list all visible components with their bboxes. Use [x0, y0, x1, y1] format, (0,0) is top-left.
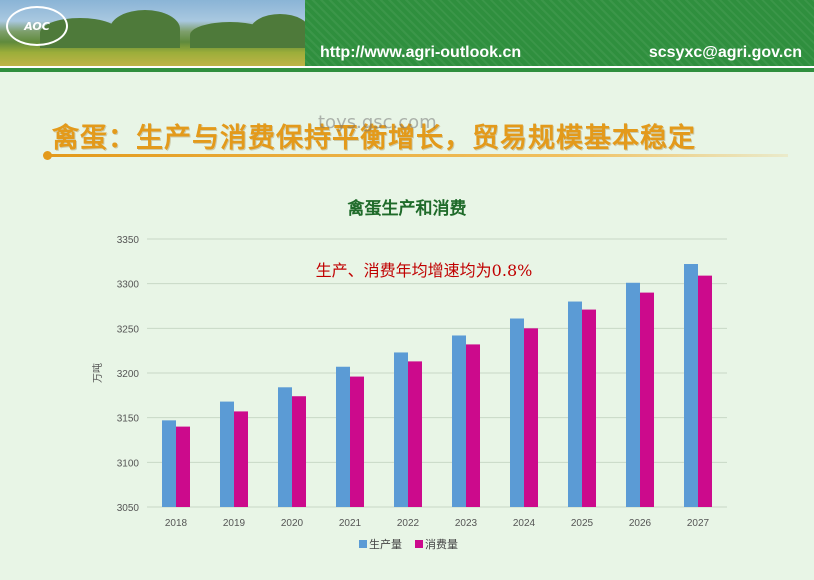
page-title: 禽蛋：生产与消费保持平衡增长，贸易规模基本稳定	[52, 123, 696, 154]
y-tick-label: 3350	[117, 235, 140, 246]
bar-consumption-2019	[234, 411, 248, 507]
bar-production-2018	[162, 420, 176, 507]
bar-consumption-2027	[698, 275, 712, 507]
bar-consumption-2026	[640, 292, 654, 507]
x-tick-label: 2023	[455, 518, 478, 529]
title-underline	[48, 154, 788, 157]
y-tick-label: 3300	[117, 280, 140, 291]
banner-landscape-photo: AOC	[0, 0, 305, 70]
y-tick-label: 3200	[117, 369, 140, 380]
chart-bars	[162, 264, 712, 507]
bar-consumption-2020	[292, 396, 306, 507]
x-tick-label: 2026	[629, 518, 652, 529]
bar-consumption-2024	[524, 328, 538, 507]
bar-production-2021	[336, 366, 350, 507]
contact-email[interactable]: scsyxc@agri.gov.cn	[648, 44, 802, 61]
x-tick-label: 2021	[339, 518, 362, 529]
bar-production-2019	[220, 401, 234, 507]
banner-divider	[0, 66, 814, 68]
chart-title: 禽蛋生产和消费	[347, 198, 467, 219]
website-url[interactable]: http://www.agri-outlook.cn	[320, 44, 522, 61]
y-tick-label: 3250	[117, 324, 140, 335]
banner-green-panel	[305, 0, 814, 70]
x-tick-label: 2020	[281, 518, 304, 529]
bar-consumption-2023	[466, 344, 480, 507]
legend-label-production: 生产量	[369, 537, 402, 551]
bar-production-2026	[626, 282, 640, 507]
bar-consumption-2022	[408, 361, 422, 507]
y-tick-label: 3100	[117, 458, 140, 469]
header-banner: AOC http://www.agri-outlook.cn scsyxc@ag…	[0, 0, 814, 72]
x-tick-label: 2025	[571, 518, 594, 529]
legend-swatch-consumption	[415, 540, 423, 548]
x-tick-label: 2019	[223, 518, 246, 529]
chart-legend: 生产量 消费量	[359, 537, 458, 551]
bar-production-2020	[278, 387, 292, 507]
bar-production-2025	[568, 301, 582, 507]
aoc-logo: AOC	[6, 6, 68, 46]
bar-consumption-2021	[350, 376, 364, 507]
x-tick-label: 2022	[397, 518, 420, 529]
y-axis-label: 万吨	[91, 363, 104, 383]
y-tick-label: 3150	[117, 414, 140, 425]
bar-production-2023	[452, 335, 466, 507]
x-tick-label: 2018	[165, 518, 188, 529]
bar-consumption-2025	[582, 309, 596, 507]
banner-bottom-strip	[0, 68, 814, 72]
x-tick-label: 2024	[513, 518, 536, 529]
legend-swatch-production	[359, 540, 367, 548]
title-bullet-dot	[43, 151, 52, 160]
x-tick-label: 2027	[687, 518, 710, 529]
watermark: toys.gsc.com	[318, 112, 437, 133]
y-tick-label: 3050	[117, 503, 140, 514]
bar-production-2022	[394, 352, 408, 507]
bar-consumption-2018	[176, 426, 190, 507]
chart-annotation: 生产、消费年均增速均为0.8%	[316, 261, 533, 280]
chart-labels: 3050 3100 3150 3200 3250 3300 3350 2018 2019 2020…	[117, 235, 710, 529]
bar-production-2027	[684, 264, 698, 507]
legend-label-consumption: 消费量	[425, 537, 458, 551]
bar-production-2024	[510, 318, 524, 507]
